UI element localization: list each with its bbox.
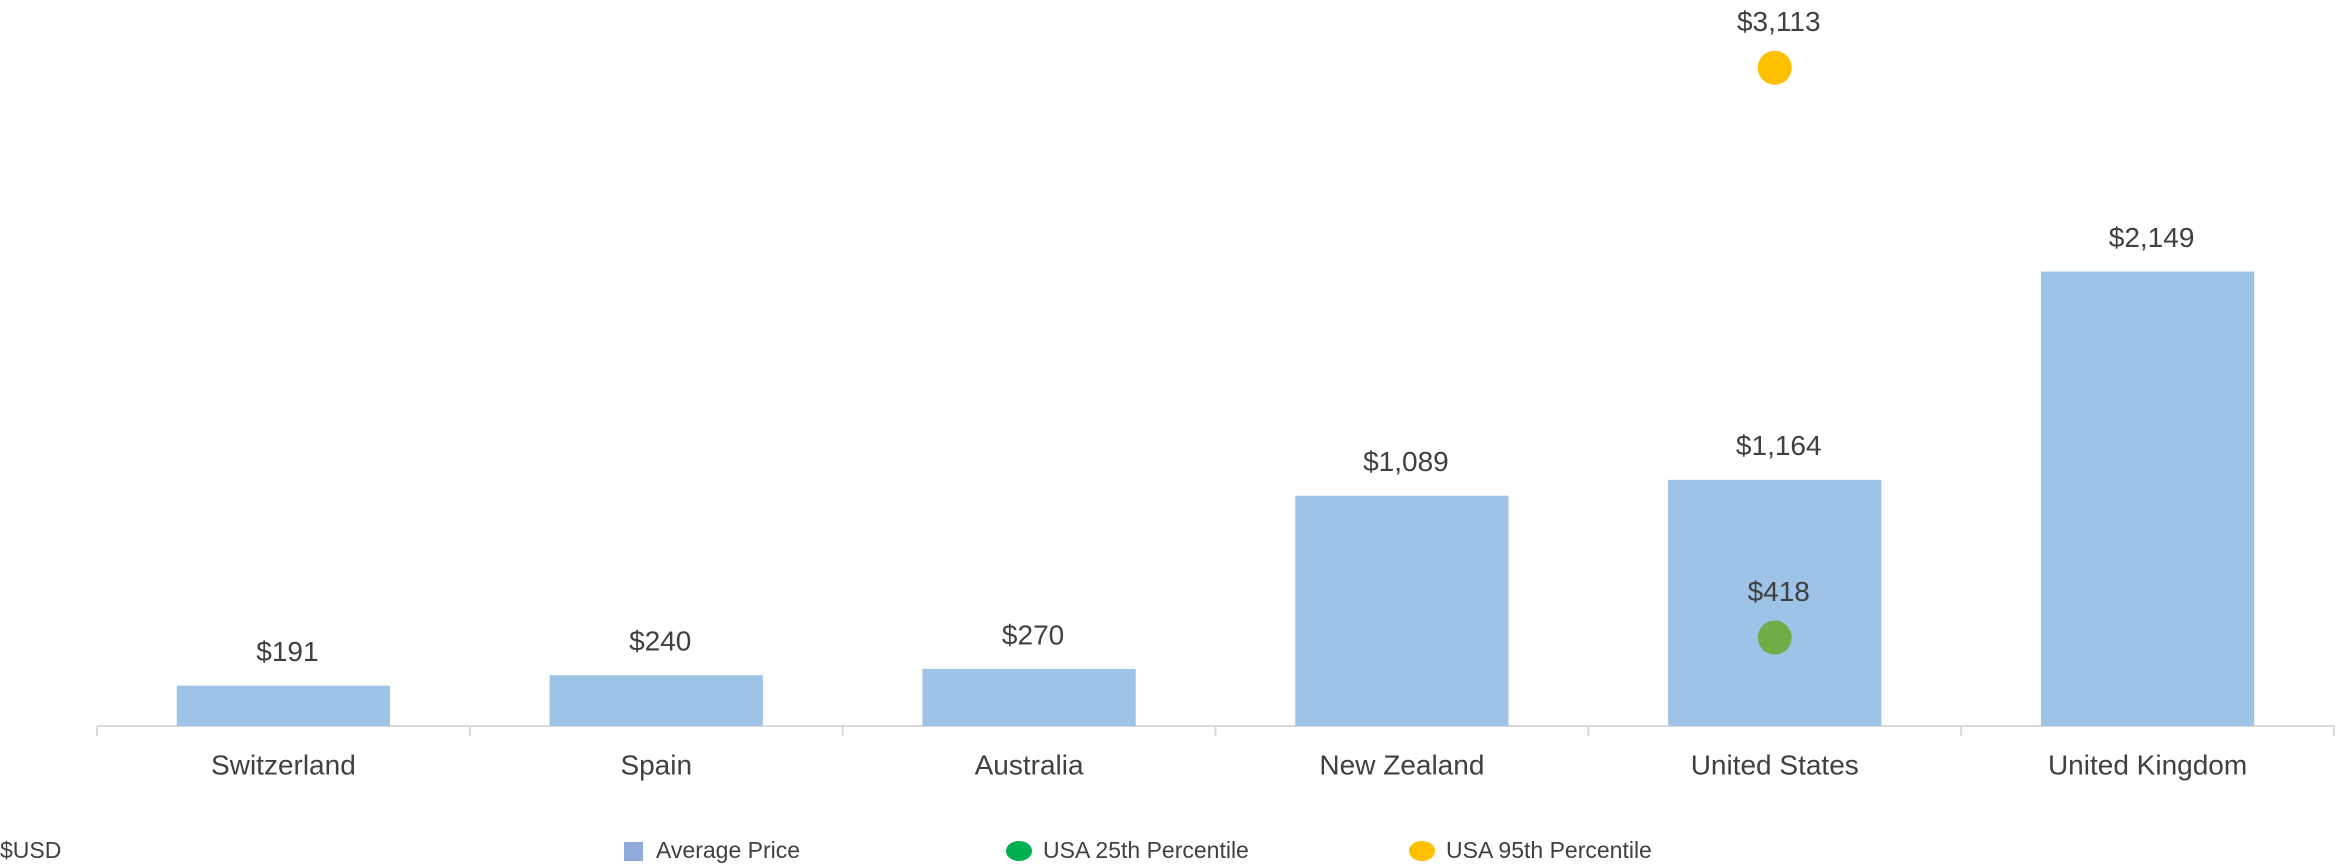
- y-axis-label: $USD: [0, 837, 61, 863]
- x-tick-label: United Kingdom: [2048, 749, 2247, 780]
- x-tick-label: United States: [1691, 749, 1859, 780]
- data-label: $1,164: [1736, 430, 1822, 461]
- bar: [1295, 495, 1509, 726]
- x-tick-label: Spain: [620, 749, 692, 780]
- legend-swatch: [1006, 841, 1032, 861]
- data-label: $240: [629, 626, 691, 657]
- x-tick-label: Switzerland: [211, 749, 356, 780]
- x-tick-label: Australia: [975, 749, 1084, 780]
- legend-label: Average Price: [656, 837, 800, 863]
- point: [1757, 620, 1792, 655]
- point: [1757, 50, 1792, 85]
- data-label: $418: [1748, 576, 1810, 607]
- legend-label: USA 95th Percentile: [1446, 837, 1652, 863]
- legend-swatch: [1409, 841, 1435, 861]
- data-label: $270: [1002, 619, 1064, 650]
- bar: [549, 675, 763, 726]
- data-label: $191: [256, 636, 318, 667]
- bar: [922, 668, 1136, 726]
- bar: [1668, 479, 1882, 726]
- bar: [176, 685, 391, 726]
- data-label: $1,089: [1363, 446, 1449, 477]
- data-label: $3,113: [1737, 6, 1821, 37]
- legend-label: USA 25th Percentile: [1043, 837, 1249, 863]
- x-tick-label: New Zealand: [1319, 749, 1484, 780]
- data-label: $2,149: [2109, 222, 2195, 253]
- legend-swatch: [624, 842, 643, 861]
- bar: [2040, 271, 2255, 726]
